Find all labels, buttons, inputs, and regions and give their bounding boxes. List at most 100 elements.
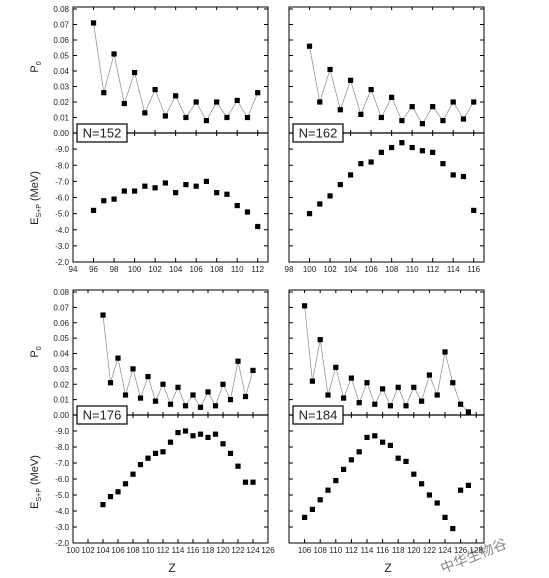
data-point-p0	[173, 93, 179, 99]
y-tick-label: -8.0	[55, 443, 69, 452]
x-tick-label: 100	[66, 546, 80, 555]
data-point-p0	[214, 99, 220, 105]
x-tick-label: 110	[329, 546, 342, 555]
data-point-p0	[183, 114, 189, 121]
x-tick-label: 120	[216, 546, 230, 555]
data-point-p0	[341, 395, 347, 401]
x-tick-label: 122	[423, 546, 437, 555]
data-point-e	[160, 449, 166, 455]
data-point-p0	[193, 99, 199, 105]
data-point-p0	[152, 398, 159, 404]
y-tick-label: 0.03	[53, 83, 69, 92]
y-tick-label: -5.0	[55, 210, 69, 219]
data-point-p0	[244, 114, 251, 121]
data-point-e	[90, 207, 97, 213]
data-point-e	[409, 144, 415, 151]
x-tick-label: 126	[454, 546, 468, 555]
data-point-e	[203, 178, 210, 184]
y-tick-label: -3.0	[55, 242, 69, 251]
data-point-p0	[234, 97, 240, 104]
data-point-p0	[220, 381, 226, 387]
data-point-p0	[190, 392, 196, 398]
y-tick-label: 0.08	[53, 5, 69, 14]
x-tick-label: 110	[406, 265, 419, 274]
data-point-p0	[111, 51, 117, 57]
data-point-e	[107, 494, 114, 500]
data-point-e	[356, 449, 362, 455]
data-point-p0	[372, 401, 378, 407]
x-tick-label: 124	[246, 546, 260, 555]
data-point-e	[399, 140, 405, 146]
data-point-e	[341, 466, 347, 472]
data-point-p0	[440, 118, 446, 124]
y-tick-label: 0.06	[53, 36, 69, 45]
data-point-p0	[115, 355, 121, 361]
data-point-e	[450, 526, 456, 532]
y-tick-label: -7.0	[55, 177, 69, 186]
data-point-e	[389, 144, 395, 151]
data-point-p0	[442, 349, 448, 355]
series-line-p0	[304, 305, 469, 413]
y-tick-label: 0.06	[53, 319, 69, 328]
data-point-p0	[100, 312, 106, 318]
y-tick-label: 0.07	[53, 303, 69, 312]
data-point-p0	[347, 77, 354, 83]
x-tick-label: 106	[111, 546, 125, 555]
x-tick-label: 96	[89, 265, 98, 274]
data-point-e	[255, 223, 261, 230]
data-point-p0	[327, 66, 333, 73]
data-point-p0	[364, 380, 370, 386]
data-point-e	[302, 514, 308, 520]
data-point-p0	[167, 401, 174, 407]
data-point-p0	[205, 389, 211, 395]
y-tick-label: 0.03	[53, 365, 69, 374]
data-point-e	[182, 428, 189, 434]
data-point-p0	[358, 111, 364, 117]
panel-label-box	[76, 405, 128, 425]
data-point-e	[419, 481, 425, 487]
data-point-p0	[224, 114, 230, 121]
data-point-p0	[197, 404, 204, 410]
data-point-p0	[356, 400, 362, 406]
data-point-e	[471, 207, 477, 213]
data-point-p0	[430, 104, 436, 110]
data-point-p0	[121, 100, 127, 107]
data-point-p0	[250, 367, 256, 374]
y-tick-label: 0.00	[53, 129, 69, 138]
data-point-e	[244, 209, 251, 215]
x-tick-label: 116	[187, 546, 200, 555]
y-label-p0-bottom: P0	[29, 346, 43, 357]
data-point-e	[220, 441, 226, 447]
data-point-p0	[152, 87, 158, 93]
data-point-p0	[242, 393, 249, 400]
x-tick-label: 110	[142, 546, 155, 555]
x-tick-label: 122	[231, 546, 245, 555]
data-point-p0	[465, 409, 471, 415]
x-tick-label: 114	[447, 265, 460, 274]
chart-panel-N=152: 0.00 0.01 0.02 0.03 0.04 0.05 0.06 0.07 0.08 -2.0…	[53, 5, 269, 274]
data-point-p0	[378, 114, 384, 121]
series-line-p0	[309, 46, 475, 125]
data-point-p0	[235, 358, 241, 364]
data-point-p0	[368, 87, 374, 93]
x-tick-label: 102	[323, 265, 337, 274]
data-point-p0	[101, 90, 107, 96]
x-tick-label: 114	[172, 546, 185, 555]
data-point-p0	[450, 99, 456, 105]
y-tick-label: -6.0	[55, 194, 69, 203]
x-tick-label: 106	[189, 265, 203, 274]
panel-frame	[288, 289, 485, 544]
panel-label-box	[292, 123, 344, 143]
y-tick-label: 0.04	[53, 67, 69, 76]
data-point-p0	[333, 364, 339, 370]
x-tick-label: 100	[303, 265, 317, 274]
x-tick-label: 108	[314, 546, 328, 555]
x-tick-label: 112	[251, 265, 264, 274]
data-point-p0	[395, 384, 401, 390]
y-tick-label: -2.0	[55, 258, 69, 267]
data-point-e	[306, 211, 313, 217]
data-point-e	[458, 487, 464, 493]
data-point-p0	[203, 118, 210, 124]
data-point-p0	[409, 104, 415, 110]
data-point-p0	[302, 303, 308, 309]
